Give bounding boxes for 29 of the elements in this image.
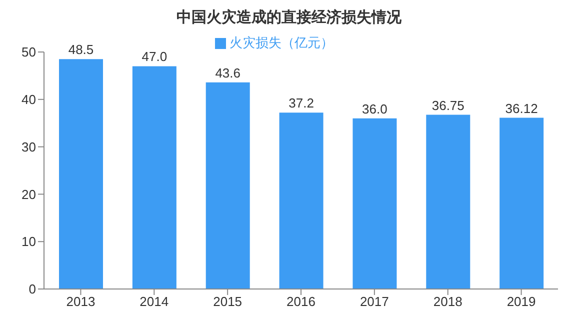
y-tick-label: 50 — [22, 44, 36, 60]
x-tick-label: 2015 — [213, 294, 242, 310]
y-tick-label: 10 — [22, 234, 36, 250]
x-tick-label: 2019 — [506, 294, 536, 310]
y-tick-label: 30 — [22, 139, 36, 154]
data-label: 36.12 — [505, 100, 538, 116]
bar — [426, 114, 470, 289]
y-tick-label: 0 — [28, 282, 36, 297]
x-tick-label: 2016 — [286, 294, 316, 310]
chart-title: 中国火灾造成的直接经济损失情况 — [176, 8, 402, 27]
data-label: 36.0 — [362, 101, 388, 116]
data-label: 43.6 — [215, 65, 241, 80]
bar — [59, 59, 103, 289]
y-tick-label: 40 — [22, 92, 36, 108]
data-label: 37.2 — [288, 96, 314, 111]
x-tick-label: 2013 — [66, 294, 96, 310]
bar — [500, 118, 544, 289]
data-label: 48.5 — [68, 42, 94, 58]
x-tick-label: 2014 — [140, 294, 169, 310]
y-tick-label: 20 — [22, 186, 36, 202]
bar — [279, 112, 324, 289]
data-label: 47.0 — [142, 49, 168, 64]
data-label: 36.75 — [432, 98, 464, 113]
legend-label: 火灾损失（亿元） — [230, 35, 334, 50]
bar — [206, 82, 250, 289]
bar — [132, 66, 176, 289]
x-tick-label: 2017 — [360, 294, 389, 310]
x-tick-label: 2018 — [433, 294, 462, 310]
bar — [352, 118, 397, 289]
